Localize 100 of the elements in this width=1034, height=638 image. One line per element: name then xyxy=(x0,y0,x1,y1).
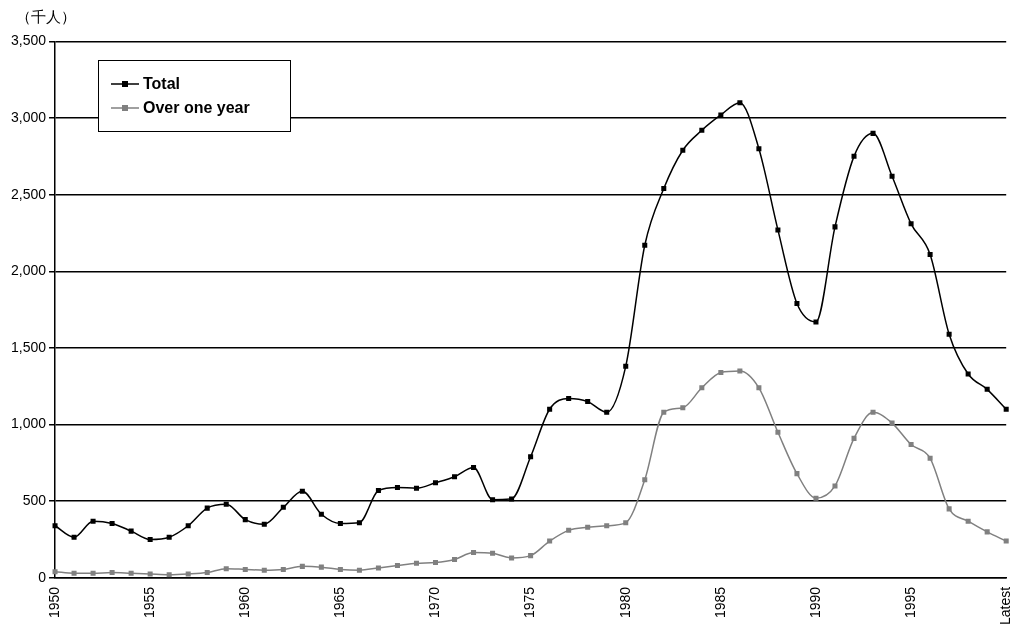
point xyxy=(413,560,419,566)
point xyxy=(223,501,229,507)
point xyxy=(356,520,362,526)
point xyxy=(699,385,705,391)
point xyxy=(813,319,819,325)
point xyxy=(832,224,838,230)
x-tick-label: 1985 xyxy=(711,586,728,619)
point xyxy=(851,153,857,159)
point xyxy=(623,520,629,526)
point xyxy=(452,474,458,480)
point xyxy=(775,429,781,435)
point xyxy=(661,186,667,192)
point xyxy=(166,572,172,578)
point xyxy=(71,534,77,540)
point xyxy=(794,471,800,477)
point xyxy=(299,488,305,494)
point xyxy=(280,566,286,572)
point xyxy=(756,146,762,152)
point xyxy=(680,405,686,411)
point xyxy=(604,523,610,529)
point xyxy=(813,495,819,501)
x-tick-label: 1995 xyxy=(901,586,918,619)
point xyxy=(756,385,762,391)
x-tick-label: 1990 xyxy=(806,586,823,619)
point xyxy=(946,331,952,337)
x-tick-label: 1975 xyxy=(521,586,538,619)
point xyxy=(356,567,362,573)
point xyxy=(870,130,876,136)
point xyxy=(471,464,477,471)
point xyxy=(623,363,629,369)
point xyxy=(52,569,58,575)
point xyxy=(490,497,496,503)
point xyxy=(318,564,324,570)
point xyxy=(832,483,838,489)
point xyxy=(432,480,439,486)
x-tick-label: 1960 xyxy=(236,586,253,619)
point xyxy=(109,520,115,526)
point xyxy=(547,406,553,412)
point xyxy=(471,550,477,556)
point xyxy=(242,517,248,523)
point xyxy=(528,553,534,559)
point xyxy=(984,529,990,535)
point xyxy=(52,523,58,529)
y-tick-label: 3,000 xyxy=(10,108,47,125)
point xyxy=(927,455,933,461)
point xyxy=(452,556,458,562)
point xyxy=(794,300,800,307)
point xyxy=(185,523,191,529)
point xyxy=(90,570,96,576)
point xyxy=(946,506,952,512)
legend-label: Over one year xyxy=(143,99,250,117)
point xyxy=(223,566,229,572)
point xyxy=(166,534,172,540)
point xyxy=(375,565,381,571)
point xyxy=(889,420,895,426)
point xyxy=(965,518,971,524)
point xyxy=(585,399,591,405)
y-tick-label: 2,000 xyxy=(10,262,47,279)
point xyxy=(509,496,515,502)
point xyxy=(965,371,971,377)
x-tick-label: 1980 xyxy=(616,586,633,619)
point xyxy=(566,527,572,533)
x-tick-label: 1950 xyxy=(45,586,62,619)
x-tick-label: 1970 xyxy=(426,586,443,619)
point xyxy=(261,521,267,527)
point xyxy=(337,566,343,572)
y-tick-label: 0 xyxy=(38,568,47,585)
point xyxy=(604,409,610,415)
point xyxy=(661,409,667,415)
point xyxy=(566,396,572,402)
point xyxy=(147,537,153,543)
point xyxy=(299,563,305,569)
point xyxy=(509,555,515,561)
point xyxy=(185,571,191,577)
point xyxy=(128,570,134,576)
y-tick-label: 1,000 xyxy=(10,415,47,432)
point xyxy=(528,454,534,460)
point xyxy=(889,173,895,179)
point xyxy=(261,567,267,573)
legend-label: Total xyxy=(143,75,181,93)
point xyxy=(109,569,115,576)
point xyxy=(128,528,134,534)
point xyxy=(984,386,990,392)
y-tick-label: 3,500 xyxy=(10,32,47,49)
point xyxy=(394,484,400,490)
point xyxy=(585,524,591,530)
point xyxy=(280,504,286,510)
point xyxy=(642,242,648,248)
point xyxy=(737,100,743,106)
point xyxy=(375,487,381,494)
point xyxy=(699,127,705,133)
y-tick-label: 500 xyxy=(22,492,47,509)
point xyxy=(71,570,77,576)
point xyxy=(718,369,724,375)
point xyxy=(547,538,553,544)
point xyxy=(737,368,743,374)
point xyxy=(680,147,686,153)
point xyxy=(204,569,210,576)
point xyxy=(642,477,648,483)
point xyxy=(242,566,248,572)
